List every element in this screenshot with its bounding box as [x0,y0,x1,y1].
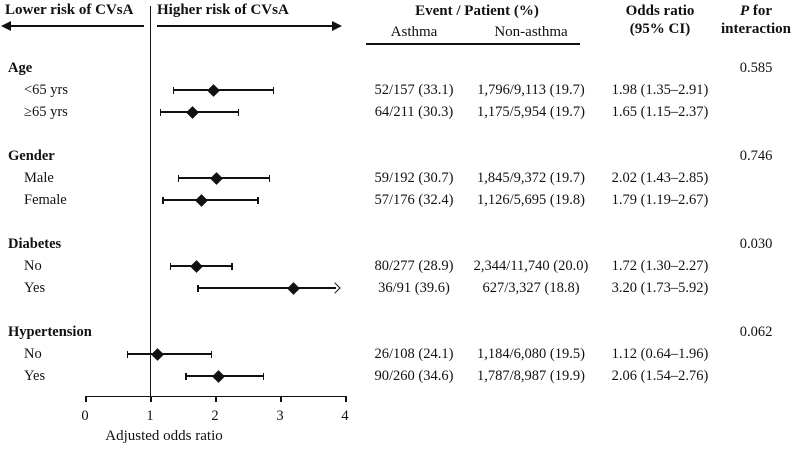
or-ci-value: 2.02 (1.43–2.85) [611,170,709,186]
non-asthma-value: 1,845/9,372 (19.7) [477,170,585,186]
higher-risk-label: Higher risk of CVsA [157,2,289,18]
non-asthma-column-header: Non-asthma [494,24,568,40]
row-label: Female [24,192,67,208]
ci-arrow-right-icon [329,282,341,294]
row-label: Male [24,170,54,186]
p-interaction-header-line2: interaction [721,21,791,37]
asthma-value: 36/91 (39.6) [378,280,450,296]
row-label: No [24,258,42,274]
non-asthma-value: 1,184/6,080 (19.5) [477,346,585,362]
ci-line [185,375,265,377]
asthma-value: 80/277 (28.9) [374,258,454,274]
or-diamond [185,105,199,119]
or-ci-value: 1.65 (1.15–2.37) [611,104,709,120]
p-interaction-value: 0.030 [739,236,773,252]
asthma-value: 57/176 (32.4) [374,192,454,208]
ci-cap-low [197,284,199,292]
ci-cap-low [162,196,164,204]
or-diamond [207,83,221,97]
ci-line [197,287,336,289]
non-asthma-value: 1,796/9,113 (19.7) [477,82,585,98]
ci-cap-high [262,372,265,380]
p-italic-letter: P [739,3,750,19]
ci-cap-low [169,262,171,270]
row-label: No [24,346,42,362]
lower-risk-label: Lower risk of CVsA [5,2,134,18]
ci-line [169,265,233,267]
non-asthma-value: 2,344/11,740 (20.0) [473,258,589,274]
ci-cap-high [272,86,275,94]
or-ci-value: 3.20 (1.73–5.92) [611,280,709,296]
ci-cap-high [210,350,213,358]
or-diamond [190,259,204,273]
or-diamond [212,369,226,383]
asthma-value: 26/108 (24.1) [374,346,454,362]
row-label: Yes [24,368,46,384]
p-header-rest: for [749,3,773,19]
or-ci-value: 1.12 (0.64–1.96) [611,346,709,362]
group-label: Hypertension [8,324,92,340]
ci-line [162,199,259,201]
x-axis-tick-label: 2 [211,408,219,424]
group-label: Diabetes [8,236,62,252]
column-underline [366,43,580,45]
p-interaction-header-line1: P for [714,3,798,20]
asthma-value: 52/157 (33.1) [374,82,454,98]
non-asthma-value: 1,175/5,954 (19.7) [477,104,585,120]
or-ci-value: 1.98 (1.35–2.91) [611,82,709,98]
or-diamond [209,171,223,185]
x-axis-tick-label: 4 [341,408,349,424]
or-ci-value: 2.06 (1.54–2.76) [611,368,709,384]
asthma-column-header: Asthma [390,24,438,40]
p-interaction-value: 0.062 [739,324,773,340]
ci-cap-low [172,86,175,94]
ci-cap-low [177,174,180,182]
asthma-value: 64/211 (30.3) [374,104,454,120]
non-asthma-value: 627/3,327 (18.8) [482,280,580,296]
x-axis-line [85,395,346,397]
odds-ratio-header: Odds ratio [625,3,695,19]
or-diamond [286,281,300,295]
or-diamond [194,193,208,207]
non-asthma-value: 1,126/5,695 (19.8) [477,192,585,208]
higher-risk-arrow-icon [157,21,342,31]
ci-cap-high [257,196,259,204]
ci-cap-low [126,350,129,358]
ci-line [177,177,271,179]
reference-line [149,6,151,396]
group-label: Gender [8,148,55,164]
or-ci-value: 1.72 (1.30–2.27) [611,258,709,274]
ci-line [172,89,275,91]
x-axis-tick-label: 1 [146,408,154,424]
asthma-value: 90/260 (34.6) [374,368,454,384]
row-label: <65 yrs [24,82,69,98]
row-label: Yes [24,280,46,296]
asthma-value: 59/192 (30.7) [374,170,454,186]
x-axis-tick-label: 0 [81,408,89,424]
ci-line [159,111,240,113]
ci-line [126,353,213,355]
ci-cap-high [237,108,240,116]
group-label: Age [8,60,33,76]
non-asthma-value: 1,787/8,987 (19.9) [477,368,585,384]
or-ci-value: 1.79 (1.19–2.67) [611,192,709,208]
ci-cap-high [268,174,271,182]
row-label: ≥65 yrs [24,104,68,120]
odds-ratio-ci-header: (95% CI) [629,21,691,37]
x-axis-tick-label: 3 [276,408,284,424]
event-patient-header: Event / Patient (%) [415,3,539,19]
x-axis-label: Adjusted odds ratio [105,428,223,444]
p-interaction-value: 0.585 [739,60,773,76]
p-interaction-value: 0.746 [739,148,773,164]
ci-cap-low [185,372,187,380]
ci-cap-low [159,108,162,116]
lower-risk-arrow-icon [1,21,144,31]
or-diamond [151,347,165,361]
ci-cap-high [231,262,233,270]
